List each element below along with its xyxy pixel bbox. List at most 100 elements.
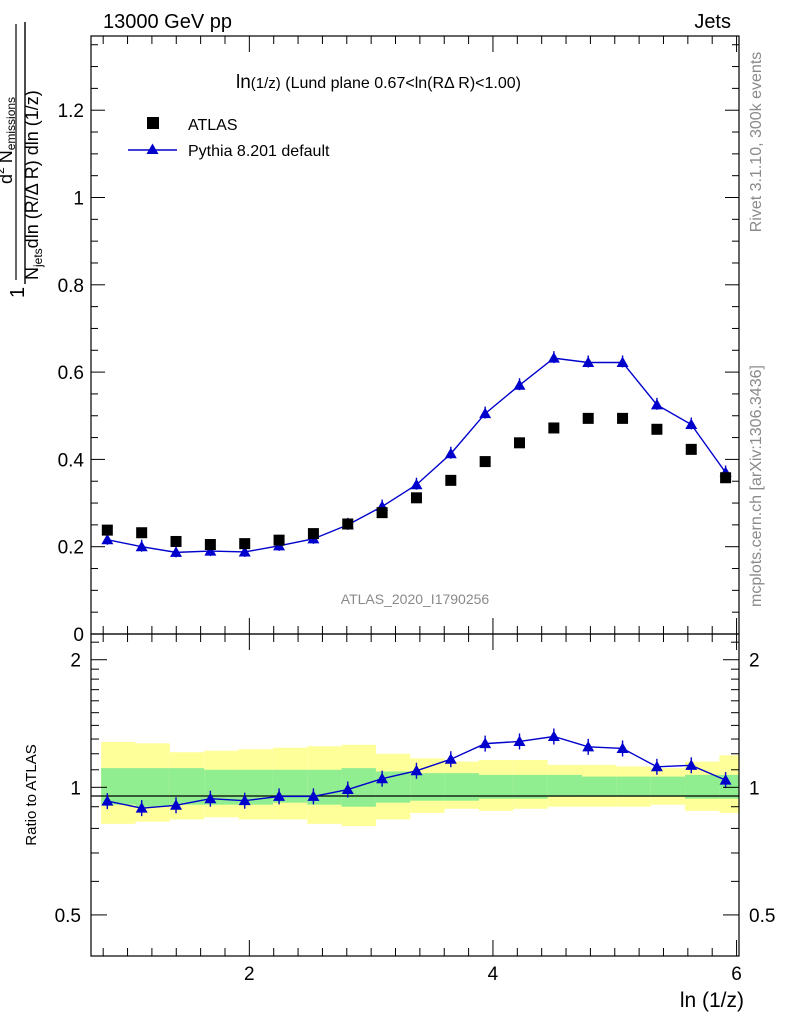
- atlas-point: [651, 423, 663, 435]
- ratio-pythia-point: [479, 737, 492, 749]
- main-y-tick-label: 1: [73, 189, 84, 210]
- title-main: ln: [236, 72, 251, 93]
- ratio-pythia-point: [341, 783, 354, 795]
- main-y-tick-label: 0.2: [58, 538, 84, 559]
- main-panel: 0 0.2 0.4 0.6 0.8 1 1.2 ln(1/z) (Lund plane 0.…: [0, 22, 740, 646]
- ratio-series: [101, 728, 732, 817]
- atlas-point: [548, 422, 560, 434]
- main-y-tick-label: 0: [73, 625, 84, 646]
- pythia-point: [547, 352, 560, 363]
- ylabel-denominator: Njetsdln (R/Δ R) dln (1/z): [22, 90, 45, 280]
- ratio-pythia-point: [410, 764, 423, 776]
- x-tick-label: 2: [244, 964, 255, 985]
- atlas-point: [582, 412, 594, 424]
- ratio-pythia-point: [582, 740, 595, 752]
- pythia-line: [107, 357, 727, 554]
- legend-pythia-marker: [146, 143, 159, 154]
- pythia-point: [135, 540, 148, 552]
- title-small: (1/z): [251, 75, 281, 92]
- pythia-point: [479, 407, 492, 419]
- atlas-point: [514, 437, 526, 449]
- atlas-point: [307, 528, 319, 540]
- ratio-pythia-point: [616, 742, 629, 753]
- atlas-point: [720, 472, 732, 484]
- atlas-point: [617, 412, 629, 424]
- ratio-pythia-point: [101, 795, 114, 806]
- ratio-x-axis: 2 4 6: [102, 634, 742, 985]
- main-series: [101, 351, 732, 558]
- main-y-tick-label: 1.2: [58, 101, 84, 122]
- ratio-y-tick-label: 1: [70, 778, 81, 799]
- ratio-pythia-point: [513, 735, 526, 746]
- ratio-uncertainty-bands: [101, 741, 739, 827]
- ratio-band-inner: [478, 774, 514, 799]
- ratio-pythia-point: [719, 774, 732, 785]
- atlas-point: [685, 443, 697, 455]
- atlas-point: [136, 527, 148, 539]
- process-label: Jets: [694, 11, 731, 33]
- ratio-band-inner: [650, 776, 686, 797]
- pythia-point: [582, 356, 595, 367]
- rivet-version-label: Rivet 3.1.10, 300k events: [748, 52, 765, 233]
- atlas-point: [273, 534, 285, 546]
- ratio-y-axis-label: Ratio to ATLAS: [23, 744, 40, 845]
- atlas-point: [445, 474, 457, 486]
- x-tick-label: 6: [731, 964, 742, 985]
- title-rest: (Lund plane 0.67<ln(RΔ R)<1.00): [281, 75, 521, 92]
- legend-atlas-marker: [147, 117, 159, 129]
- ratio-panel: 0.5 0.5 1 1 2 2 2 4 6 Ratio to ATLAS ln (1/z): [23, 633, 775, 1012]
- analysis-watermark: ATLAS_2020_I1790256: [341, 591, 490, 607]
- pythia-point: [238, 545, 251, 557]
- ratio-band-inner: [582, 776, 617, 797]
- ratio-band-inner: [135, 768, 170, 807]
- ratio-pythia-point: [135, 802, 148, 813]
- x-tick-label: 4: [488, 964, 499, 985]
- beam-energy-label: 13000 GeV pp: [103, 11, 232, 33]
- main-y-tick-label: 0.8: [58, 276, 84, 297]
- atlas-point: [204, 539, 216, 551]
- pythia-point: [204, 545, 217, 556]
- atlas-point: [170, 535, 182, 547]
- legend: ATLAS Pythia 8.201 default: [128, 117, 330, 160]
- atlas-point: [479, 456, 491, 468]
- ratio-y-tick-label-right: 0.5: [749, 906, 775, 927]
- ratio-pythia-point: [376, 772, 389, 784]
- pythia-point: [101, 533, 114, 545]
- main-y-tick-label: 0.6: [58, 363, 84, 384]
- pythia-point: [616, 356, 629, 367]
- legend-atlas-label: ATLAS: [188, 117, 238, 134]
- pythia-point: [685, 418, 698, 429]
- ratio-pythia-point: [685, 759, 698, 770]
- main-y-tick-label: 0.4: [58, 450, 85, 471]
- x-axis-label: ln (1/z): [680, 989, 744, 1012]
- ratio-band-inner: [513, 774, 548, 799]
- mcplots-label: mcplots.cern.ch [arXiv:1306.3436]: [748, 365, 765, 607]
- ratio-pythia-point: [273, 790, 286, 801]
- main-y-axis-label: 1 d2Nemissions Njetsdln (R/Δ R) dln (1/z…: [0, 22, 45, 298]
- ratio-band-inner: [616, 776, 651, 797]
- pythia-point: [650, 398, 663, 410]
- ratio-band-inner: [169, 768, 205, 805]
- pythia-point: [444, 447, 457, 459]
- ylabel-numerator: d2Nemissions: [0, 97, 18, 184]
- ratio-y-axis: 0.5 0.5 1 1 2 2: [55, 641, 775, 957]
- atlas-point: [342, 518, 354, 530]
- ratio-y-tick-label-right: 1: [749, 778, 760, 799]
- pythia-point: [410, 478, 423, 490]
- ratio-frame: [90, 633, 740, 957]
- ratio-pythia-point: [650, 760, 663, 772]
- atlas-point: [239, 538, 251, 550]
- pythia-point: [513, 379, 526, 390]
- legend-pythia-label: Pythia 8.201 default: [188, 143, 330, 160]
- ratio-pythia-point: [444, 753, 457, 764]
- main-x-ticks: [102, 36, 738, 634]
- ratio-y-tick-label: 0.5: [55, 906, 81, 927]
- ratio-y-tick-label-right: 2: [749, 651, 760, 672]
- ratio-pythia-point: [547, 730, 560, 741]
- ylabel-one: 1: [7, 287, 29, 298]
- ratio-pythia-point: [170, 799, 183, 810]
- plot-title: ln(1/z) (Lund plane 0.67<ln(RΔ R)<1.00): [236, 72, 521, 93]
- ratio-pythia-point: [204, 792, 217, 804]
- ratio-y-tick-label: 2: [70, 651, 81, 672]
